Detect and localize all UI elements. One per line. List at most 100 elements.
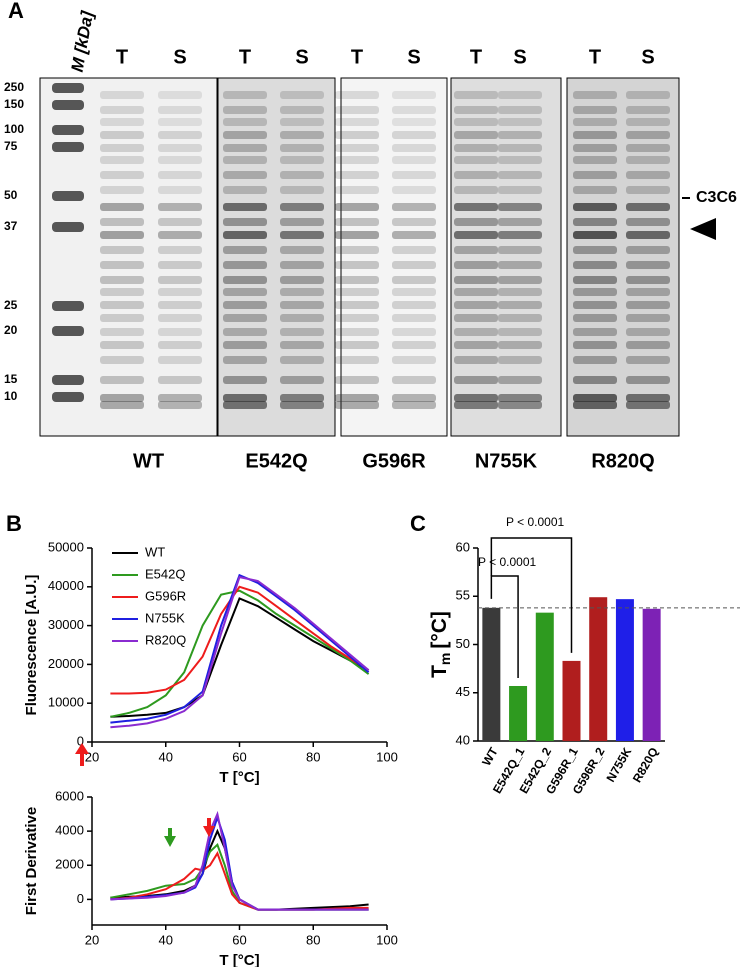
- gel-band: [100, 288, 144, 296]
- gel-band: [498, 376, 542, 384]
- gel-band: [454, 131, 498, 139]
- gel-band: [223, 171, 267, 179]
- gel-band: [335, 341, 379, 349]
- gel-band: [280, 394, 324, 402]
- y-tick-label: 50: [456, 636, 470, 651]
- gel-band: [626, 314, 670, 322]
- x-tick-label: 100: [376, 932, 398, 947]
- gel-band: [392, 261, 436, 269]
- lane-label: S: [641, 46, 654, 68]
- gel-band: [454, 91, 498, 99]
- gel-band: [100, 156, 144, 164]
- gel-band: [158, 356, 202, 364]
- gel-band: [626, 394, 670, 402]
- gel-band: [223, 288, 267, 296]
- gel-band: [223, 376, 267, 384]
- gel-band: [280, 118, 324, 126]
- gel-band: [573, 394, 617, 402]
- gel-band: [335, 171, 379, 179]
- gel-band: [280, 356, 324, 364]
- gel-band: [100, 341, 144, 349]
- gel-band: [280, 91, 324, 99]
- gel-band: [392, 246, 436, 254]
- gel-band: [392, 276, 436, 284]
- y-axis-label: First Derivative: [23, 807, 40, 915]
- marker-band: [52, 142, 84, 152]
- marker-size: 25: [4, 298, 18, 312]
- gel-band: [573, 288, 617, 296]
- gel-band: [335, 156, 379, 164]
- gel-band: [100, 118, 144, 126]
- gel-band: [392, 203, 436, 211]
- gel-band: [626, 376, 670, 384]
- gel-band: [223, 356, 267, 364]
- gel-band: [573, 301, 617, 309]
- gel-band: [158, 261, 202, 269]
- marker-size: 250: [4, 80, 24, 94]
- gel-band: [498, 106, 542, 114]
- legend-label: R820Q: [145, 632, 186, 647]
- x-tick-label: R820Q: [630, 745, 661, 785]
- gel-band: [498, 314, 542, 322]
- y-axis-label: Tm [°C]: [428, 611, 453, 678]
- gel-band: [392, 288, 436, 296]
- y-tick-label: 60: [456, 539, 470, 554]
- significance-label: P < 0.0001: [478, 555, 536, 569]
- gel-band: [498, 203, 542, 211]
- gel-band: [454, 328, 498, 336]
- y-tick-label: 40: [456, 732, 470, 747]
- gel-band: [626, 118, 670, 126]
- gel-band: [280, 301, 324, 309]
- gel-band: [498, 144, 542, 152]
- marker-band: [52, 326, 84, 336]
- gel-band: [498, 218, 542, 226]
- gel-band: [498, 91, 542, 99]
- y-tick-label: 20000: [48, 656, 84, 671]
- x-axis-label: T [°C]: [219, 952, 259, 967]
- legend-label: N755K: [145, 610, 185, 625]
- gel-band: [626, 231, 670, 239]
- gel-band: [335, 301, 379, 309]
- gel-band: [573, 341, 617, 349]
- x-axis-label: T [°C]: [219, 769, 259, 786]
- gel-band: [280, 218, 324, 226]
- sample-label: G596R: [362, 450, 426, 472]
- y-tick-label: 10000: [48, 695, 84, 710]
- gel-band: [392, 341, 436, 349]
- gel-band: [498, 186, 542, 194]
- gel-band: [335, 218, 379, 226]
- x-tick-label: WT: [479, 745, 501, 769]
- gel-band: [158, 171, 202, 179]
- gel-band: [392, 144, 436, 152]
- series-line: [110, 814, 369, 911]
- gel-band: [158, 106, 202, 114]
- bar: [482, 607, 501, 741]
- gel-band: [392, 171, 436, 179]
- gel-band: [498, 261, 542, 269]
- gel-band: [392, 156, 436, 164]
- gel-band: [454, 246, 498, 254]
- significance-bracket: [490, 575, 519, 678]
- marker-size: 75: [4, 139, 18, 153]
- gel-band: [280, 106, 324, 114]
- gel-band: [573, 261, 617, 269]
- gel-band: [626, 401, 670, 409]
- gel-band: [158, 246, 202, 254]
- gel-band: [454, 186, 498, 194]
- gel-band: [280, 171, 324, 179]
- bar: [562, 660, 581, 741]
- gel-band: [335, 261, 379, 269]
- gel-band: [223, 186, 267, 194]
- legend-label: WT: [145, 544, 165, 559]
- y-tick-label: 2000: [55, 857, 84, 872]
- panel-label: B: [6, 511, 22, 536]
- gel-band: [280, 246, 324, 254]
- gel-band: [573, 131, 617, 139]
- legend-label: G596R: [145, 588, 186, 603]
- bar: [535, 612, 554, 741]
- gel-band: [223, 106, 267, 114]
- gel-band: [392, 131, 436, 139]
- band-annotation: C3C6: [696, 189, 737, 206]
- gel-band: [335, 203, 379, 211]
- gel-band: [158, 276, 202, 284]
